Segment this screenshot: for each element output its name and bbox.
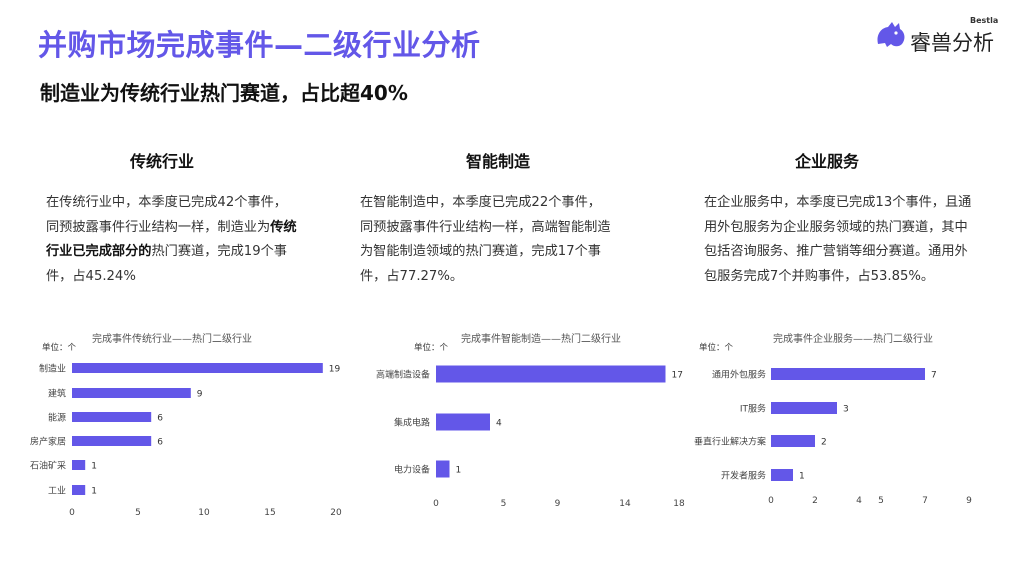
bar xyxy=(72,388,191,398)
x-tick-label: 15 xyxy=(264,508,275,518)
data-label: 6 xyxy=(157,414,163,424)
x-tick-label: 7 xyxy=(922,496,928,506)
x-tick-label: 18 xyxy=(673,499,685,509)
col-text-traditional: 在传统行业中，本季度已完成42个事件，同预披露事件行业结构一样，制造业为传统行业… xyxy=(46,191,298,289)
x-tick-label: 5 xyxy=(878,496,884,506)
unit-label: 单位：个 xyxy=(42,342,77,353)
col-heading-smart-manufacturing: 智能制造 xyxy=(465,152,530,171)
category-label: 开发者服务 xyxy=(721,470,766,482)
col-text-highlight: 传统行业已完成部分的 xyxy=(46,219,297,260)
bar xyxy=(436,365,666,383)
bar xyxy=(72,436,152,446)
chart-traditional: 完成事件传统行业——热门二级行业单位：个制造业 19 建筑 9 能源 6 房产家居 6 石油矿采… xyxy=(22,328,352,527)
bar xyxy=(771,435,815,447)
bar xyxy=(72,412,152,422)
brand-cn: 睿兽分析 xyxy=(910,31,994,55)
category-label: 集成电路 xyxy=(394,417,430,429)
chart-enterprise-services: 完成事件企业服务——热门二级行业单位：个通用外包服务 7 IT服务 3 垂直行业解决方案… xyxy=(686,328,986,527)
bar xyxy=(436,413,490,431)
data-label: 6 xyxy=(157,438,163,448)
chart-title: 完成事件传统行业——热门二级行业 xyxy=(92,332,252,345)
category-label: 房产家居 xyxy=(30,436,66,448)
col-heading-enterprise-services: 企业服务 xyxy=(794,152,859,171)
data-label: 3 xyxy=(843,405,849,415)
category-label: IT服务 xyxy=(740,403,766,415)
data-label: 9 xyxy=(197,390,203,400)
bar xyxy=(771,368,925,380)
unit-label: 单位：个 xyxy=(699,342,734,353)
x-tick-label: 20 xyxy=(330,508,342,518)
data-label: 17 xyxy=(672,371,683,381)
page-subtitle: 制造业为传统行业热门赛道，占比超40% xyxy=(40,81,408,105)
category-label: 工业 xyxy=(48,486,66,497)
x-tick-label: 14 xyxy=(619,499,631,509)
col-heading-traditional: 传统行业 xyxy=(129,152,194,171)
bar xyxy=(771,469,793,481)
x-tick-label: 4 xyxy=(856,496,862,506)
x-tick-label: 9 xyxy=(966,496,972,506)
beast-logo-icon xyxy=(877,22,905,47)
category-label: 通用外包服务 xyxy=(712,369,766,381)
category-label: 垂直行业解决方案 xyxy=(694,436,766,448)
data-label: 1 xyxy=(456,466,462,476)
x-tick-label: 0 xyxy=(433,499,439,509)
data-label: 2 xyxy=(821,438,827,448)
x-tick-label: 0 xyxy=(69,508,75,518)
col-text-part: 热门赛道，完成19个事件，占45.24% xyxy=(46,244,287,284)
category-label: 制造业 xyxy=(39,363,66,375)
data-label: 1 xyxy=(91,487,97,497)
category-label: 电力设备 xyxy=(394,464,430,476)
x-tick-label: 5 xyxy=(135,508,141,518)
col-text-smart-manufacturing: 在智能制造中，本季度已完成22个事件，同预披露事件行业结构一样，高端智能制造为智… xyxy=(360,195,611,284)
chart-title: 完成事件智能制造——热门二级行业 xyxy=(461,332,621,345)
col-text-enterprise-services: 在企业服务中，本季度已完成13个事件，且通用外包服务为企业服务领域的热门赛道，其… xyxy=(704,195,972,284)
data-label: 19 xyxy=(329,365,341,375)
x-tick-label: 10 xyxy=(198,508,210,518)
category-label: 高端制造设备 xyxy=(376,369,430,381)
bar xyxy=(72,363,323,373)
x-tick-label: 0 xyxy=(768,496,774,506)
bar xyxy=(771,402,837,414)
bar xyxy=(72,460,86,470)
x-tick-label: 2 xyxy=(812,496,818,506)
data-label: 1 xyxy=(91,462,97,472)
unit-label: 单位：个 xyxy=(414,342,449,353)
bar xyxy=(72,485,86,495)
brand-en: Bestla xyxy=(970,16,999,25)
data-label: 4 xyxy=(496,419,502,429)
chart-smart-manufacturing: 完成事件智能制造——热门二级行业单位：个高端制造设备 17 集成电路 4 电力设备 1 0 5… xyxy=(356,328,691,527)
category-label: 石油矿采 xyxy=(30,460,66,472)
col-text-part: 在传统行业中，本季度已完成42个事件，同预披露事件行业结构一样，制造业为 xyxy=(46,195,287,235)
data-label: 1 xyxy=(799,472,805,482)
chart-title: 完成事件企业服务——热门二级行业 xyxy=(773,332,933,345)
bar xyxy=(436,460,450,478)
x-tick-label: 5 xyxy=(501,499,507,509)
data-label: 7 xyxy=(931,371,937,381)
x-tick-label: 9 xyxy=(555,499,561,509)
page-title: 并购市场完成事件—二级行业分析 xyxy=(38,28,481,62)
category-label: 能源 xyxy=(48,412,66,424)
brand-logo: Bestla 睿兽分析 xyxy=(872,14,1004,56)
category-label: 建筑 xyxy=(48,388,66,400)
